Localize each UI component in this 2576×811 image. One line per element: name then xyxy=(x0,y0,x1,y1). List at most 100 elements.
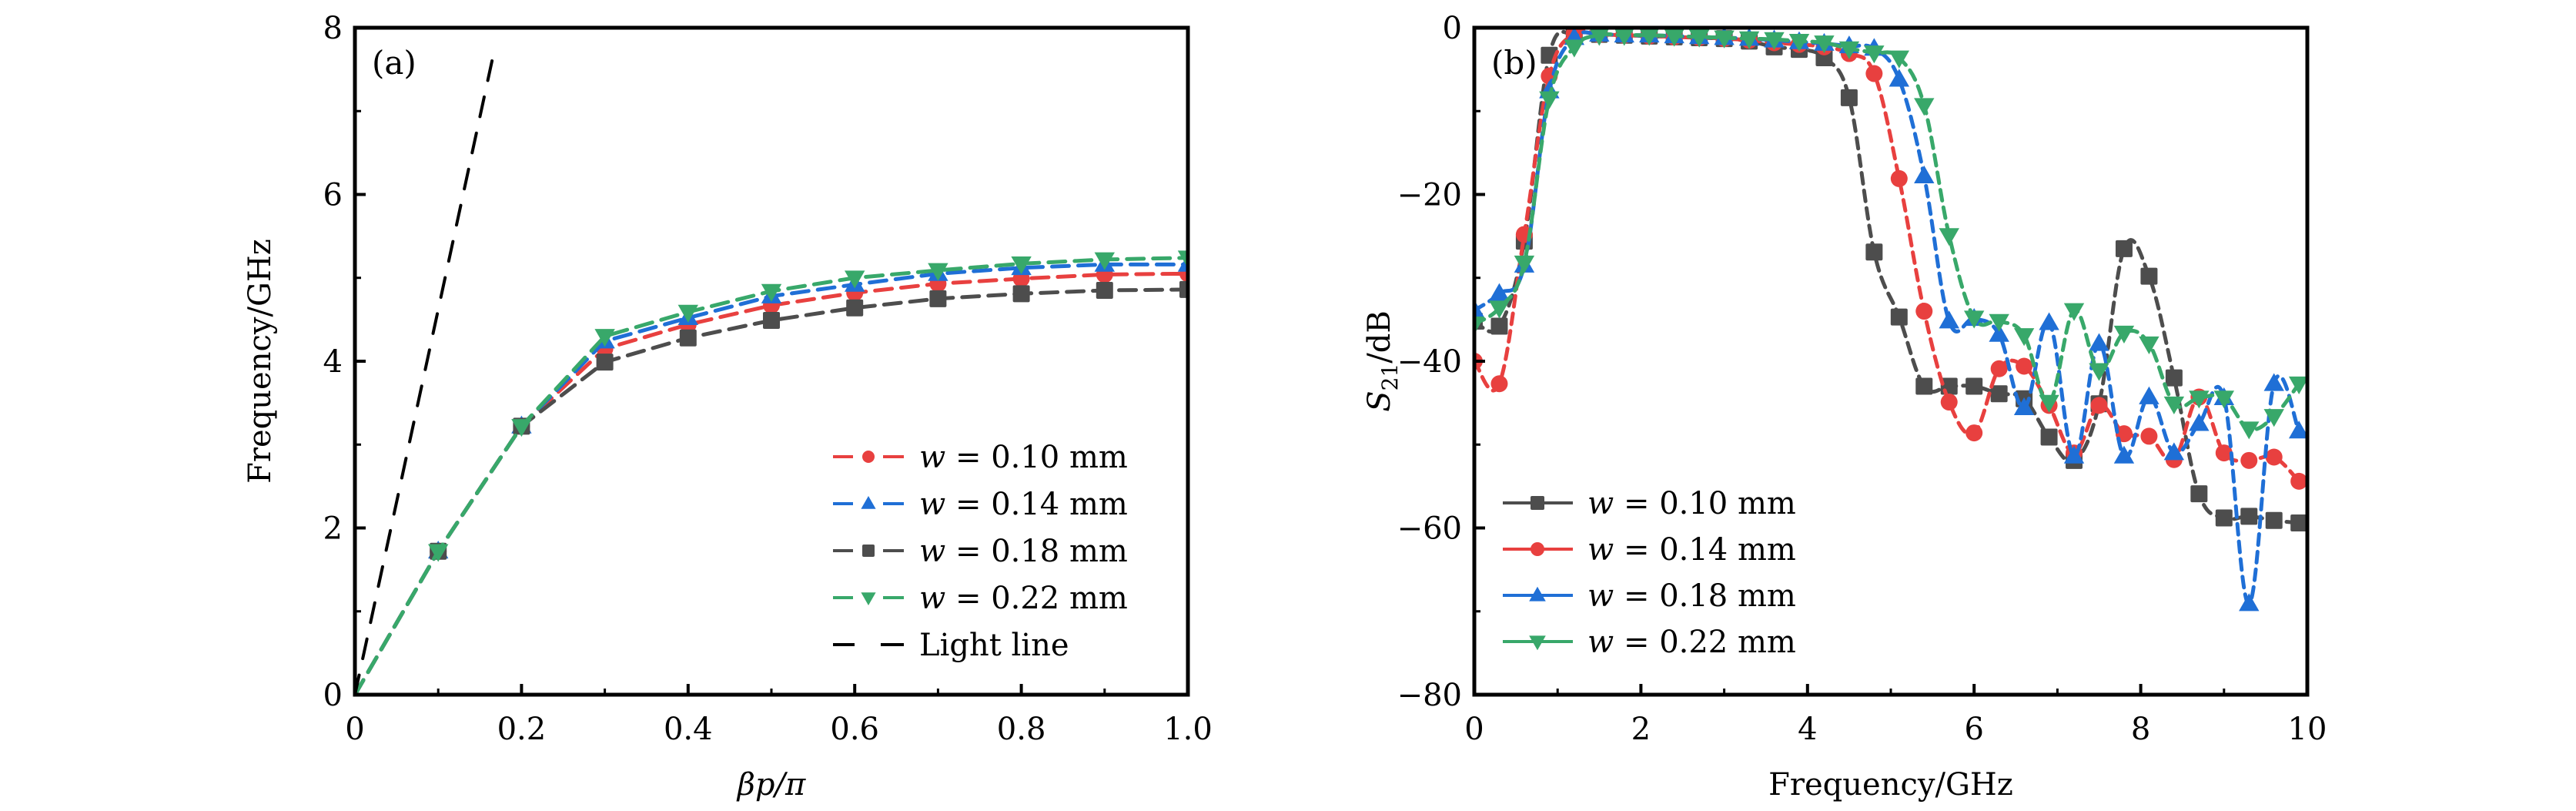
data-point-marker xyxy=(761,283,782,302)
data-point-marker xyxy=(2113,445,2135,464)
data-point-marker xyxy=(2288,421,2307,439)
legend-marker xyxy=(1531,542,1544,556)
legend-marker xyxy=(861,592,876,605)
legend-label-text: = 0.10 mm xyxy=(945,440,1128,475)
data-point-marker xyxy=(594,329,615,347)
data-point-marker xyxy=(1990,360,2008,377)
panel-b-y-axis-label: S21/dB xyxy=(1362,310,1403,412)
data-point-marker xyxy=(1989,313,2009,332)
series-w-0-22-mm xyxy=(1474,28,2307,440)
legend-label-text: = 0.14 mm xyxy=(945,487,1128,522)
data-point-marker xyxy=(763,311,780,329)
data-point-marker xyxy=(1840,89,1858,106)
data-point-marker xyxy=(1490,317,1508,335)
panel-a-series-layer xyxy=(355,45,1188,695)
legend-marker xyxy=(862,451,875,463)
data-point-marker xyxy=(2013,328,2035,347)
data-point-marker xyxy=(1889,50,1910,69)
y-tick-label: −40 xyxy=(1397,344,1462,380)
x-tick-label: 0.8 xyxy=(997,712,1046,747)
legend-item: Light line xyxy=(833,628,1069,663)
legend-marker xyxy=(1531,496,1544,510)
x-tick-label: 2 xyxy=(1631,712,1651,747)
x-tick-label: 6 xyxy=(1964,712,1983,747)
y-tick-label: 6 xyxy=(323,178,343,213)
panel-b-y-axis-label-sub: 21 xyxy=(1377,364,1403,391)
data-point-marker xyxy=(2165,369,2183,387)
data-point-marker xyxy=(2140,267,2158,285)
legend-label: w = 0.18 mm xyxy=(1587,578,1796,614)
data-point-marker xyxy=(511,419,532,437)
data-point-marker xyxy=(1965,424,1983,442)
data-point-marker xyxy=(2040,428,2058,446)
legend-item: w = 0.14 mm xyxy=(833,487,1128,522)
y-tick-label: 0 xyxy=(1443,11,1462,46)
data-point-marker xyxy=(2190,485,2208,503)
data-point-marker xyxy=(846,299,864,317)
data-point-marker xyxy=(1890,169,1908,187)
data-point-marker xyxy=(1914,165,1935,184)
data-point-marker xyxy=(1738,31,1760,49)
data-point-marker xyxy=(2189,413,2210,431)
series-line xyxy=(1474,28,2301,484)
data-point-marker xyxy=(2189,390,2210,409)
x-tick-label: 8 xyxy=(2131,712,2150,747)
data-point-marker xyxy=(2139,336,2159,355)
panel-a-x-axis-label: βp/π xyxy=(736,767,806,803)
series-line xyxy=(355,45,497,695)
data-point-marker xyxy=(1964,310,1985,329)
legend-label-variable: w xyxy=(919,581,945,616)
data-point-marker xyxy=(2239,421,2260,440)
legend-label-text: = 0.10 mm xyxy=(1614,486,1796,521)
data-point-marker xyxy=(1865,65,1883,82)
data-point-marker xyxy=(1179,280,1188,298)
data-point-marker xyxy=(1889,69,1910,87)
data-point-marker xyxy=(2016,357,2033,375)
legend-label: w = 0.10 mm xyxy=(919,440,1128,475)
data-point-marker xyxy=(2163,442,2185,461)
data-point-marker xyxy=(1865,243,1883,261)
panel-b-y-axis-label-unit: /dB xyxy=(1362,310,1397,363)
panel-b-label: (b) xyxy=(1491,44,1537,82)
data-point-marker xyxy=(1864,45,1885,64)
x-tick-label: 4 xyxy=(1798,712,1817,747)
panel-b-legend: w = 0.10 mmw = 0.14 mmw = 0.18 mmw = 0.2… xyxy=(1503,486,1796,660)
legend-label: w = 0.14 mm xyxy=(919,487,1128,522)
data-point-marker xyxy=(1915,377,1933,395)
data-point-marker xyxy=(2215,444,2233,462)
data-point-marker xyxy=(1096,281,1113,299)
panel-a-ticks: 0 0.2 0.4 0.6 0.8 1.0 0 2 4 6 8 xyxy=(323,11,1213,747)
legend-label-variable: w xyxy=(1587,625,1614,660)
legend-item: w = 0.10 mm xyxy=(833,440,1128,475)
x-tick-label: 10 xyxy=(2288,712,2327,747)
y-tick-label: 0 xyxy=(323,678,343,713)
data-point-marker xyxy=(2213,390,2234,409)
legend-label-variable: w xyxy=(919,487,945,522)
data-point-marker xyxy=(2140,427,2158,445)
legend-marker xyxy=(861,496,876,509)
y-tick-label: −20 xyxy=(1397,178,1462,213)
legend-item: w = 0.18 mm xyxy=(1503,578,1796,614)
panel-a-legend: w = 0.10 mmw = 0.14 mmw = 0.18 mmw = 0.2… xyxy=(833,440,1128,663)
data-point-marker xyxy=(1564,39,1585,58)
legend-label-text: Light line xyxy=(919,628,1069,663)
data-point-marker xyxy=(928,263,948,281)
legend-marker xyxy=(1529,586,1546,602)
legend-label-text: = 0.18 mm xyxy=(945,534,1128,569)
legend-label-variable: w xyxy=(919,440,945,475)
legend-label: w = 0.22 mm xyxy=(1587,625,1796,660)
data-point-marker xyxy=(1990,385,2008,403)
data-point-marker xyxy=(596,354,614,371)
legend-label-text: = 0.14 mm xyxy=(1614,532,1796,568)
data-point-marker xyxy=(1914,98,1935,116)
data-point-marker xyxy=(1915,303,1933,320)
legend-label-text: = 0.22 mm xyxy=(945,581,1128,616)
panel-b-x-axis-label: Frequency/GHz xyxy=(1768,767,2013,803)
data-point-marker xyxy=(1965,377,1983,395)
data-point-marker xyxy=(1939,228,1959,246)
data-point-marker xyxy=(2163,396,2185,414)
legend-label: w = 0.22 mm xyxy=(919,581,1128,616)
data-point-marker xyxy=(1474,300,1485,318)
data-point-marker xyxy=(1490,375,1508,393)
